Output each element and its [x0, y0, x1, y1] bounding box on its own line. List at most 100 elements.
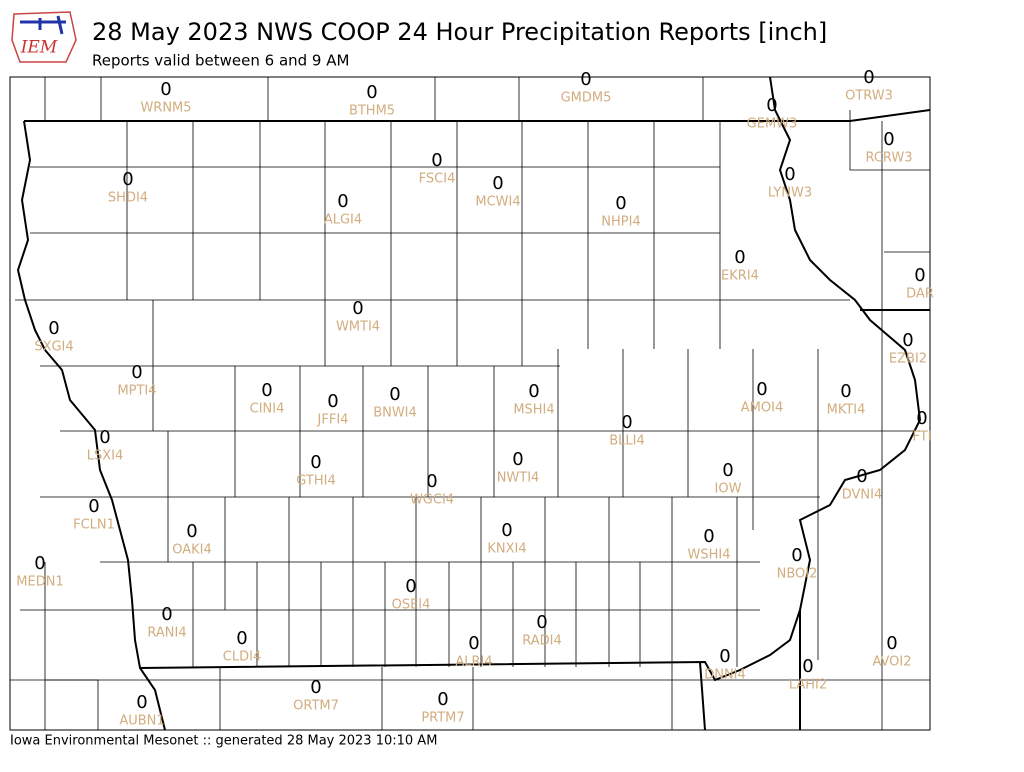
station-value: 0 — [236, 628, 247, 649]
station-id: GEMW3 — [747, 117, 798, 132]
station-value: 0 — [310, 677, 321, 698]
station-id: FSCI4 — [419, 172, 456, 187]
station-id: GMDM5 — [561, 91, 612, 106]
station-value: 0 — [405, 576, 416, 597]
station-id: ALGI4 — [324, 213, 362, 228]
station-value: 0 — [34, 553, 45, 574]
station-id: WRNM5 — [140, 101, 191, 116]
station-id: NBOI2 — [777, 567, 818, 582]
station-id: AMOI4 — [741, 401, 783, 416]
station-id: NWTI4 — [497, 471, 540, 486]
station-value: 0 — [722, 460, 733, 481]
station-id: AUBN1 — [119, 714, 164, 729]
map-frame — [9, 76, 931, 731]
basemap — [10, 77, 930, 730]
station-id: AVOI2 — [872, 655, 911, 670]
station-id: GTHI4 — [296, 474, 335, 489]
station-id: MPTI4 — [117, 384, 156, 399]
station-id: KNXI4 — [487, 542, 526, 557]
station-id: RCRW3 — [865, 151, 912, 166]
station-value: 0 — [615, 193, 626, 214]
subtitle: Reports valid between 6 and 9 AM — [92, 52, 349, 70]
station-id: CLDI4 — [223, 650, 261, 665]
station-value: 0 — [136, 692, 147, 713]
station-value: 0 — [131, 362, 142, 383]
station-value: 0 — [437, 689, 448, 710]
station-id: BTHM5 — [349, 104, 395, 119]
station-value: 0 — [791, 545, 802, 566]
station-value: 0 — [840, 381, 851, 402]
station-id: JFFI4 — [317, 413, 349, 428]
station-id: RADI4 — [522, 634, 562, 649]
station-id: CINI4 — [250, 402, 285, 417]
station-value: 0 — [883, 129, 894, 150]
station-value: 0 — [261, 380, 272, 401]
station-value: 0 — [431, 150, 442, 171]
station-value: 0 — [914, 265, 925, 286]
station-id: EZBI2 — [889, 352, 927, 367]
station-id: PRTM7 — [421, 711, 464, 726]
logo: IEM — [11, 11, 77, 63]
station-value: 0 — [784, 164, 795, 185]
station-id: SXGI4 — [34, 340, 73, 355]
station-id: WGCI4 — [410, 493, 454, 508]
station-value: 0 — [160, 79, 171, 100]
station-id: MSHI4 — [513, 403, 554, 418]
station-value: 0 — [580, 69, 591, 90]
station-id: EKRI4 — [721, 269, 759, 284]
station-id: WSHI4 — [688, 548, 731, 563]
station-id: DNNI4 — [704, 668, 746, 683]
station-value: 0 — [389, 384, 400, 405]
station-id: SHDI4 — [108, 191, 148, 206]
station-value: 0 — [719, 646, 730, 667]
station-value: 0 — [802, 656, 813, 677]
station-id: IOW — [715, 482, 742, 497]
station-value: 0 — [366, 82, 377, 103]
station-value: 0 — [863, 67, 874, 88]
station-id: OTRW3 — [845, 89, 893, 104]
station-value: 0 — [122, 169, 133, 190]
station-id: OAKI4 — [172, 543, 212, 558]
station-value: 0 — [48, 318, 59, 339]
station-id: ALRI4 — [455, 655, 492, 670]
station-id: DAR — [906, 287, 934, 302]
station-id: FTI — [912, 430, 931, 445]
station-value: 0 — [621, 412, 632, 433]
footer: Iowa Environmental Mesonet :: generated … — [10, 734, 437, 749]
station-value: 0 — [766, 95, 777, 116]
station-value: 0 — [186, 521, 197, 542]
station-value: 0 — [916, 408, 927, 429]
station-value: 0 — [492, 173, 503, 194]
station-id: BLLI4 — [609, 434, 645, 449]
station-value: 0 — [528, 381, 539, 402]
station-id: NHPI4 — [601, 215, 640, 230]
station-id: MEDN1 — [16, 575, 63, 590]
logo-text: IEM — [20, 38, 58, 58]
title: 28 May 2023 NWS COOP 24 Hour Precipitati… — [92, 18, 827, 46]
station-value: 0 — [902, 330, 913, 351]
station-value: 0 — [310, 452, 321, 473]
station-value: 0 — [734, 247, 745, 268]
station-id: OSEI4 — [392, 598, 431, 613]
station-value: 0 — [856, 466, 867, 487]
station-value: 0 — [88, 496, 99, 517]
station-value: 0 — [161, 604, 172, 625]
station-id: RANI4 — [147, 626, 186, 641]
station-value: 0 — [352, 298, 363, 319]
station-id: BNWI4 — [373, 406, 417, 421]
station-value: 0 — [426, 471, 437, 492]
station-id: LYNW3 — [768, 186, 812, 201]
station-value: 0 — [886, 633, 897, 654]
station-value: 0 — [501, 520, 512, 541]
station-id: LAHI2 — [789, 678, 827, 693]
station-value: 0 — [99, 427, 110, 448]
station-id: MCWI4 — [475, 195, 520, 210]
station-value: 0 — [536, 612, 547, 633]
station-id: DVNI4 — [842, 488, 883, 503]
station-value: 0 — [468, 633, 479, 654]
station-value: 0 — [756, 379, 767, 400]
station-id: ORTM7 — [293, 699, 339, 714]
stations: 0WRNM50BTHM50GMDM50OTRW30GEMW30RCRW30LYN… — [16, 67, 934, 729]
station-value: 0 — [337, 191, 348, 212]
